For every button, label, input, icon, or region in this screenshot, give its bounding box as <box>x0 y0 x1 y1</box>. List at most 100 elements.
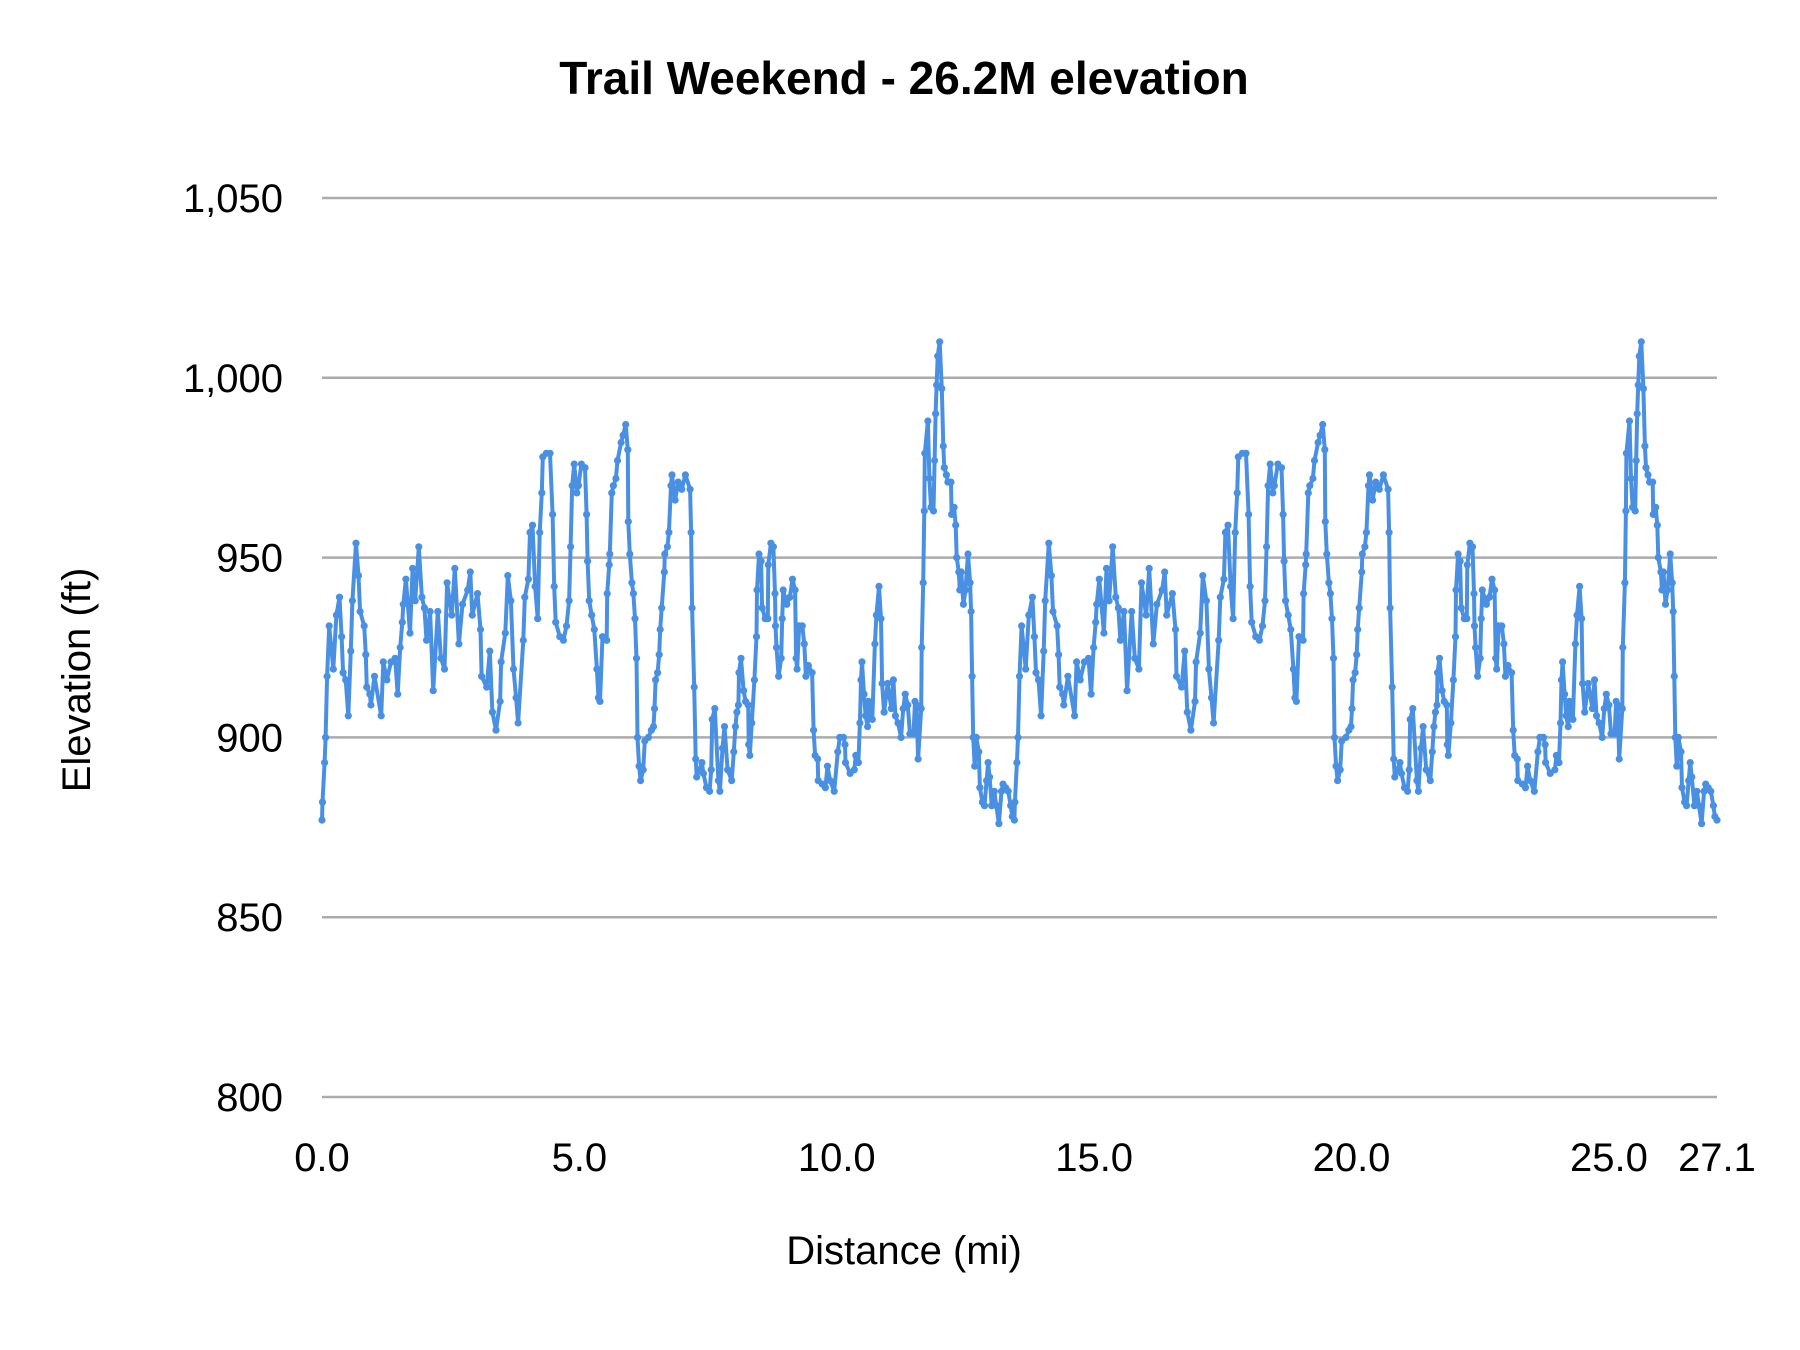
data-point <box>1713 816 1721 824</box>
data-point <box>1605 701 1613 709</box>
data-point <box>1032 669 1040 677</box>
data-point <box>942 471 951 479</box>
x-tick-label: 0.0 <box>294 1136 350 1180</box>
data-point <box>1631 507 1639 515</box>
data-point <box>443 579 451 587</box>
data-point <box>1686 759 1694 767</box>
data-point <box>348 597 356 605</box>
data-point <box>370 672 379 680</box>
data-point <box>1102 564 1111 573</box>
data-point <box>1498 622 1506 630</box>
data-point <box>383 676 391 684</box>
data-point <box>718 744 727 752</box>
data-point <box>769 543 778 551</box>
data-point <box>429 687 437 695</box>
data-point <box>1673 762 1681 770</box>
data-point <box>1246 582 1254 591</box>
data-point <box>1231 528 1239 537</box>
data-point <box>1142 611 1150 619</box>
data-point <box>668 471 676 479</box>
data-point <box>901 690 909 698</box>
data-point <box>1178 683 1186 691</box>
data-point <box>1430 723 1438 731</box>
data-point <box>733 708 741 716</box>
data-point <box>887 705 895 713</box>
data-point <box>1172 672 1181 680</box>
data-point <box>992 802 1000 810</box>
data-point <box>752 633 761 641</box>
data-point <box>1300 590 1308 598</box>
data-point <box>1216 593 1224 601</box>
data-point <box>362 651 370 659</box>
data-point <box>531 582 539 591</box>
data-point <box>716 787 724 795</box>
data-point <box>1649 478 1657 486</box>
data-point <box>1049 607 1057 616</box>
data-point <box>526 528 534 537</box>
data-point <box>1500 640 1508 648</box>
data-point <box>478 672 486 680</box>
data-point <box>755 550 763 558</box>
data-point <box>426 607 434 616</box>
data-point <box>1709 802 1717 810</box>
data-point <box>1034 676 1043 684</box>
data-point <box>1414 787 1422 795</box>
data-point <box>1541 741 1549 749</box>
data-point <box>877 615 885 623</box>
data-point <box>995 820 1003 828</box>
data-point <box>377 712 385 720</box>
data-point <box>1447 719 1455 727</box>
data-point <box>777 654 785 662</box>
data-point <box>1183 708 1191 716</box>
data-point <box>737 654 745 662</box>
data-point <box>1326 590 1334 598</box>
data-point <box>1677 748 1685 756</box>
data-point <box>1501 672 1509 680</box>
data-point <box>1584 679 1592 688</box>
y-tick-label: 850 <box>216 896 283 940</box>
data-point <box>406 629 414 637</box>
data-point <box>1073 658 1081 666</box>
data-point <box>939 442 947 450</box>
data-point <box>808 669 816 677</box>
data-point <box>360 622 368 630</box>
data-point <box>1654 554 1662 562</box>
data-point <box>850 766 858 774</box>
data-point <box>1013 759 1021 767</box>
data-point <box>1258 622 1267 630</box>
data-point <box>959 600 968 608</box>
data-point <box>1556 719 1565 727</box>
data-point <box>1076 676 1084 684</box>
data-point <box>1530 787 1538 795</box>
data-point <box>1040 647 1048 655</box>
data-point <box>1561 690 1569 698</box>
data-point <box>1279 510 1287 518</box>
data-point <box>875 582 883 591</box>
data-point <box>976 784 984 792</box>
data-point <box>512 694 520 702</box>
data-point <box>889 676 898 684</box>
data-point <box>917 705 925 713</box>
data-point <box>1375 485 1383 493</box>
data-point <box>1292 697 1300 706</box>
data-point <box>1030 633 1038 641</box>
data-point <box>613 456 622 465</box>
x-axis-ticks: 0.0 5.0 10.0 15.0 20.0 25.0 27.1 <box>294 1136 1756 1180</box>
data-point <box>468 611 476 619</box>
data-point <box>740 687 748 695</box>
data-point <box>864 723 872 731</box>
data-point <box>950 503 958 511</box>
data-point <box>779 586 787 594</box>
data-point <box>1625 417 1634 425</box>
y-tick-label: 950 <box>216 537 283 581</box>
data-point <box>1444 751 1452 760</box>
data-point <box>1093 600 1101 608</box>
data-point <box>473 590 482 598</box>
data-point <box>593 665 601 673</box>
x-tick-label: 27.1 <box>1678 1136 1756 1180</box>
data-point <box>1592 712 1601 720</box>
data-point <box>1526 777 1534 785</box>
data-point <box>1330 733 1339 742</box>
data-point <box>1347 723 1355 731</box>
